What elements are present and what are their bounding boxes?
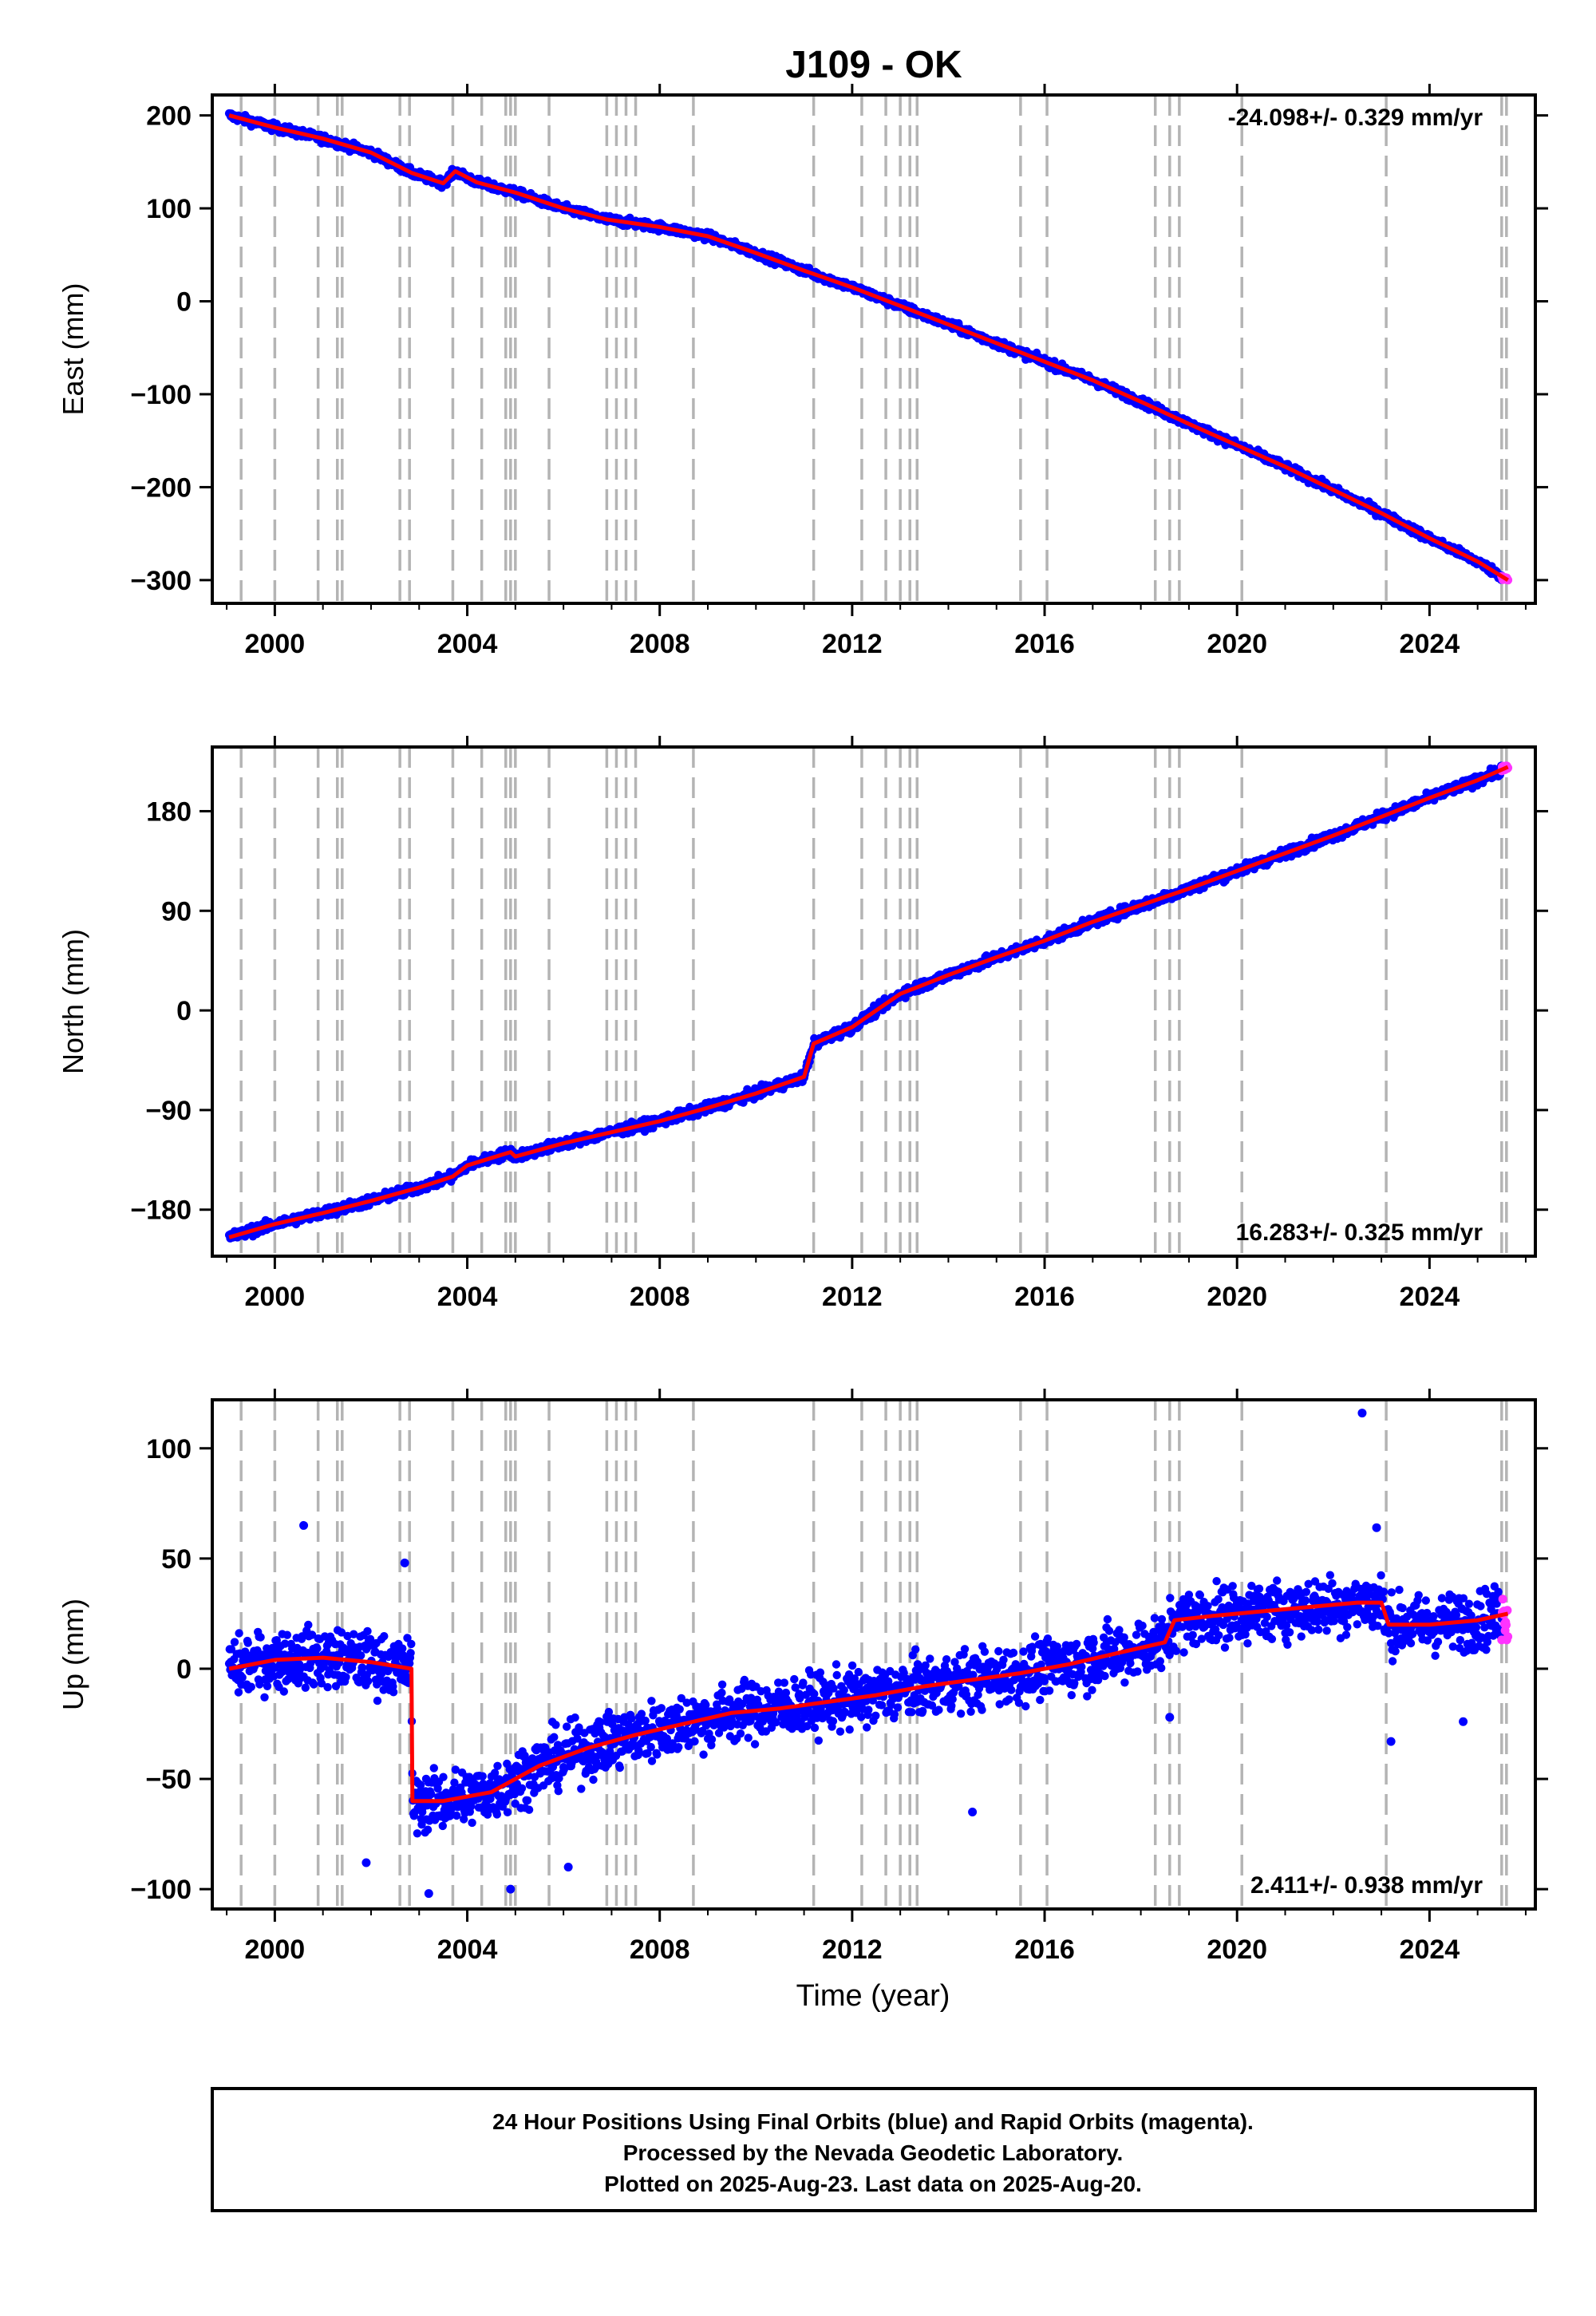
x-tick-label: 2024 bbox=[1400, 1282, 1460, 1312]
x-tick-label: 2004 bbox=[437, 1282, 498, 1312]
y-tick-label: 100 bbox=[146, 194, 192, 224]
y-axis-label: East (mm) bbox=[57, 283, 89, 416]
x-tick-label: 2012 bbox=[822, 629, 883, 659]
plot-area bbox=[224, 95, 1513, 603]
data-point bbox=[234, 1688, 243, 1697]
y-tick-label: 0 bbox=[176, 287, 192, 318]
x-tick-label: 2020 bbox=[1207, 1282, 1267, 1312]
data-point bbox=[281, 1639, 290, 1648]
x-tick-label: 2000 bbox=[245, 629, 306, 659]
y-tick-label: −300 bbox=[130, 566, 192, 596]
x-tick-label: 2020 bbox=[1207, 629, 1267, 659]
rate-label: -24.098+/- 0.329 mm/yr bbox=[1228, 105, 1483, 131]
data-points bbox=[224, 109, 1513, 585]
y-tick-label: 0 bbox=[176, 996, 192, 1026]
x-tick-label: 2024 bbox=[1400, 629, 1460, 659]
east-panel: 2000 2004 2008 2012 2016 2020 2024 200 100 0 −100 −… bbox=[57, 84, 1548, 659]
data-point bbox=[282, 1630, 292, 1639]
up-panel: 2000 2004 2008 2012 2016 2020 2024100500−50−10… bbox=[57, 1389, 1548, 1965]
plot-area bbox=[224, 1400, 1513, 1909]
x-tick-label: 2008 bbox=[630, 1282, 690, 1312]
y-tick-label: 200 bbox=[146, 101, 192, 132]
panel-frame bbox=[211, 745, 1537, 1258]
panel-frame bbox=[211, 93, 1537, 605]
north-panel: 2000 2004 2008 2012 2016 2020 2024 180 90 0 −90 −18… bbox=[57, 736, 1548, 1312]
x-tick-label: 2000 bbox=[245, 1282, 306, 1312]
x-tick-label: 2012 bbox=[822, 1282, 883, 1312]
data-point bbox=[235, 1629, 243, 1638]
y-tick-label: −100 bbox=[130, 380, 192, 410]
data-points bbox=[224, 761, 1513, 1243]
data-points bbox=[224, 1409, 1513, 1899]
chart-title: J109 - OK bbox=[785, 44, 962, 86]
x-tick-label: 2016 bbox=[1014, 1282, 1075, 1312]
data-point bbox=[243, 1638, 252, 1647]
y-tick-label: −180 bbox=[130, 1196, 192, 1226]
data-point bbox=[260, 1693, 269, 1701]
y-tick-label: −200 bbox=[130, 472, 192, 503]
data-point bbox=[255, 1680, 264, 1689]
data-point bbox=[238, 1673, 247, 1682]
x-tick-label: 2016 bbox=[1014, 629, 1075, 659]
data-point bbox=[298, 1632, 306, 1641]
rate-label: 16.283+/- 0.325 mm/yr bbox=[1236, 1219, 1483, 1246]
y-tick-label: 180 bbox=[146, 796, 192, 827]
data-point bbox=[279, 1687, 288, 1696]
data-point bbox=[247, 1682, 255, 1691]
plot-area bbox=[224, 747, 1513, 1256]
data-point bbox=[263, 1682, 272, 1690]
y-tick-label: 90 bbox=[161, 896, 192, 927]
x-tick-label: 2008 bbox=[630, 629, 690, 659]
y-axis-label: North (mm) bbox=[57, 929, 89, 1074]
data-point bbox=[301, 1683, 310, 1692]
data-point bbox=[230, 1638, 239, 1646]
model-line bbox=[228, 113, 1509, 583]
x-tick-label: 2004 bbox=[437, 629, 498, 659]
data-point bbox=[256, 1633, 265, 1642]
data-point bbox=[227, 1645, 236, 1654]
y-tick-label: −90 bbox=[145, 1096, 192, 1126]
model-line bbox=[228, 765, 1509, 1239]
